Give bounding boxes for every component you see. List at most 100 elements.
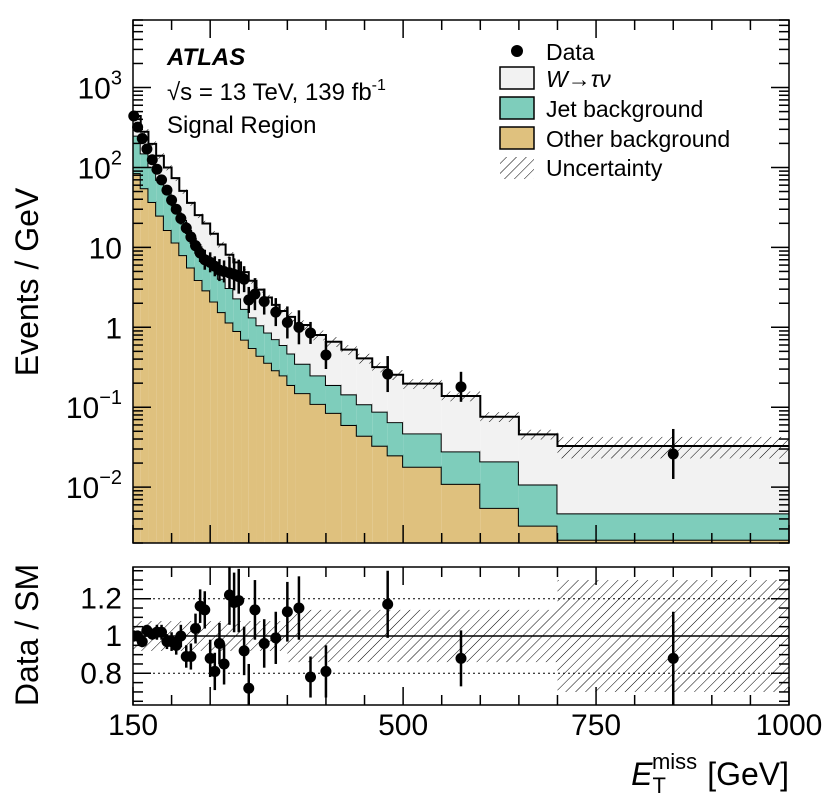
- stack-other-bin: [194, 280, 203, 543]
- stacked-histogram: [133, 115, 789, 543]
- stack-w-bin: [518, 434, 558, 485]
- stack-w-bin: [194, 215, 203, 247]
- y-tick-label: 102: [78, 147, 123, 185]
- uncertainty-bin: [248, 278, 257, 284]
- stack-other-bin: [279, 375, 288, 543]
- data-point: [156, 174, 168, 186]
- stack-jet-bin: [287, 353, 296, 385]
- uncertainty-bin: [217, 241, 226, 248]
- y-tick-label: 1: [105, 312, 122, 345]
- data-point: [455, 381, 467, 393]
- stack-other-bin: [148, 201, 157, 543]
- stack-jet-bin: [148, 166, 157, 202]
- stack-jet-bin: [163, 192, 172, 230]
- stack-jet-bin: [140, 153, 149, 189]
- uncertainty-bin: [387, 370, 404, 380]
- stack-w-bin: [356, 358, 373, 405]
- legend-swatch-other: [499, 126, 535, 150]
- stack-other-bin: [225, 322, 234, 543]
- x-axis-title-subscript: T: [653, 773, 666, 798]
- uncertainty-bin: [341, 345, 357, 355]
- x-axis-title: ETmiss [GeV]: [631, 749, 789, 798]
- stack-other-bin: [441, 483, 481, 543]
- data-point: [320, 349, 332, 361]
- stack-jet-bin: [241, 308, 249, 340]
- data-point: [161, 184, 173, 196]
- ratio-point: [170, 639, 182, 651]
- data-point: [136, 133, 148, 145]
- stack-other-bin: [133, 173, 141, 543]
- stack-w-bin: [217, 244, 226, 279]
- main-axis-ticks: [132, 19, 790, 544]
- ratio-point: [270, 632, 282, 644]
- stack-jet-bin: [372, 411, 388, 446]
- stack-w-bin: [187, 202, 195, 234]
- stack-other-bin: [156, 215, 164, 543]
- ratio-data-points: [133, 567, 679, 705]
- uncertainty-bin: [287, 312, 296, 323]
- stack-other-bin: [179, 255, 188, 543]
- stack-jet-bin: [295, 363, 311, 394]
- data-point: [166, 194, 178, 206]
- data-points: [128, 110, 679, 479]
- uncertainty-bin: [518, 429, 558, 440]
- y-tick-label: 10: [89, 232, 122, 265]
- data-point: [151, 163, 163, 175]
- experiment-label: ATLAS: [166, 44, 245, 71]
- data-point: [180, 222, 192, 234]
- stack-jet-bin: [310, 375, 326, 404]
- x-axis-title-symbol: E: [631, 756, 653, 792]
- stack-other-bin: [241, 339, 249, 543]
- stack-w-bin: [387, 374, 404, 423]
- stack-w-bin: [171, 178, 180, 206]
- stack-other-bin: [210, 301, 218, 543]
- ratio-point: [249, 604, 261, 616]
- stack-other-bin: [387, 455, 404, 543]
- stack-w-bin: [163, 167, 172, 193]
- stack-jet-bin: [264, 332, 272, 363]
- stack-w-bin: [256, 289, 265, 326]
- legend-label-data: Data: [546, 39, 595, 65]
- ratio-point: [213, 637, 225, 649]
- stack-jet-bin: [441, 451, 481, 484]
- uncertainty-bin: [202, 220, 211, 227]
- data-point: [146, 154, 158, 166]
- stack-w-bin: [480, 416, 519, 462]
- uncertainty-bin: [264, 294, 272, 301]
- stack-jet-bin: [217, 278, 226, 313]
- stack-w-bin: [403, 383, 442, 434]
- uncertainty-bin: [156, 153, 164, 159]
- ratio-point: [233, 595, 245, 607]
- data-point: [281, 316, 293, 328]
- stack-other-bin: [403, 466, 442, 543]
- stack-w-bin: [325, 341, 342, 385]
- stack-jet-bin: [187, 233, 195, 268]
- ratio-point: [199, 604, 211, 616]
- stack-other-bin: [233, 330, 242, 543]
- uncertainty-bin: [403, 379, 442, 389]
- stack-other-bin: [295, 393, 311, 543]
- stack-other-bin: [341, 424, 357, 543]
- stack-w-bin: [372, 367, 388, 412]
- energy-lumi-label: √s = 13 TeV, 139 fb-1: [167, 77, 386, 106]
- y-tick-label: 10−2: [66, 467, 122, 505]
- stack-jet-bin: [133, 135, 141, 174]
- stack-other-bin: [217, 312, 226, 543]
- data-point: [258, 296, 270, 308]
- ratio-point: [209, 665, 221, 677]
- ratio-point: [455, 652, 467, 664]
- stack-w-bin: [279, 310, 288, 346]
- stack-jet-bin: [194, 246, 203, 281]
- stack-other-bin: [271, 370, 280, 543]
- stack-jet-bin: [202, 255, 211, 291]
- region-label: Signal Region: [167, 112, 316, 139]
- y-tick-label: 103: [78, 68, 123, 106]
- ratio-point: [218, 658, 230, 670]
- x-axis-title-superscript: miss: [652, 749, 697, 774]
- ratio-axis-ticks: [132, 567, 790, 705]
- stack-w-bin: [210, 233, 218, 267]
- legend-swatch-jet: [499, 96, 535, 120]
- x-axis-title-unit: [GeV]: [707, 756, 789, 792]
